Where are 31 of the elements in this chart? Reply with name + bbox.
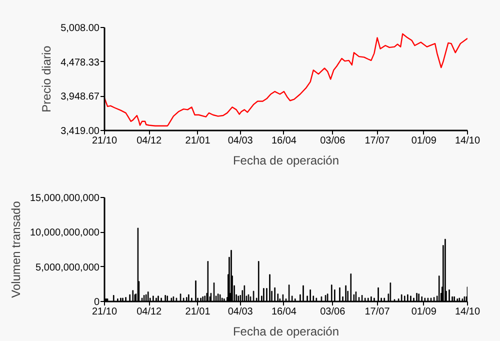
x-tick-label: 04/03 (228, 136, 254, 146)
x-tick-label: 04/12 (136, 136, 162, 146)
x-tick-label: 21/01 (185, 306, 211, 318)
x-tick-label: 14/10 (454, 306, 480, 318)
x-tick-label: 17/07 (364, 136, 390, 146)
x-tick-label: 17/07 (364, 306, 390, 318)
x-tick-label: 03/06 (320, 136, 346, 146)
x-axis-title: Fecha de operación (232, 324, 340, 338)
x-tick-label: 14/10 (454, 136, 480, 146)
y-tick-label: 10,000,000,000 (30, 228, 100, 239)
y-tick-label: 0 (94, 297, 100, 308)
y-tick-label: 5,000,000,000 (36, 262, 100, 274)
x-tick-label: 01/09 (411, 136, 437, 146)
y-tick-label: 3,948.67 (60, 92, 100, 103)
x-tick-label: 04/12 (136, 306, 162, 318)
line-series (104, 33, 468, 126)
y-axis-title: Volumen transado (8, 200, 23, 298)
y-tick-label: 3,419.00 (60, 126, 100, 137)
x-tick-label: 21/10 (92, 306, 118, 318)
y-axis-title: Precio diario (40, 45, 54, 112)
x-tick-label: 21/10 (92, 136, 118, 146)
x-tick-label: 16/04 (271, 136, 297, 146)
x-tick-label: 03/06 (320, 306, 346, 318)
y-tick-label: 15,000,000,000 (30, 193, 100, 204)
y-tick-label: 5,008.00 (60, 23, 100, 34)
x-tick-label: 04/03 (228, 306, 254, 318)
x-axis-title: Fecha de operación (232, 154, 340, 168)
y-tick-label: 4,478.33 (60, 57, 100, 68)
x-tick-label: 21/01 (185, 136, 211, 146)
x-tick-label: 01/09 (411, 306, 437, 318)
x-tick-label: 16/04 (271, 306, 297, 318)
